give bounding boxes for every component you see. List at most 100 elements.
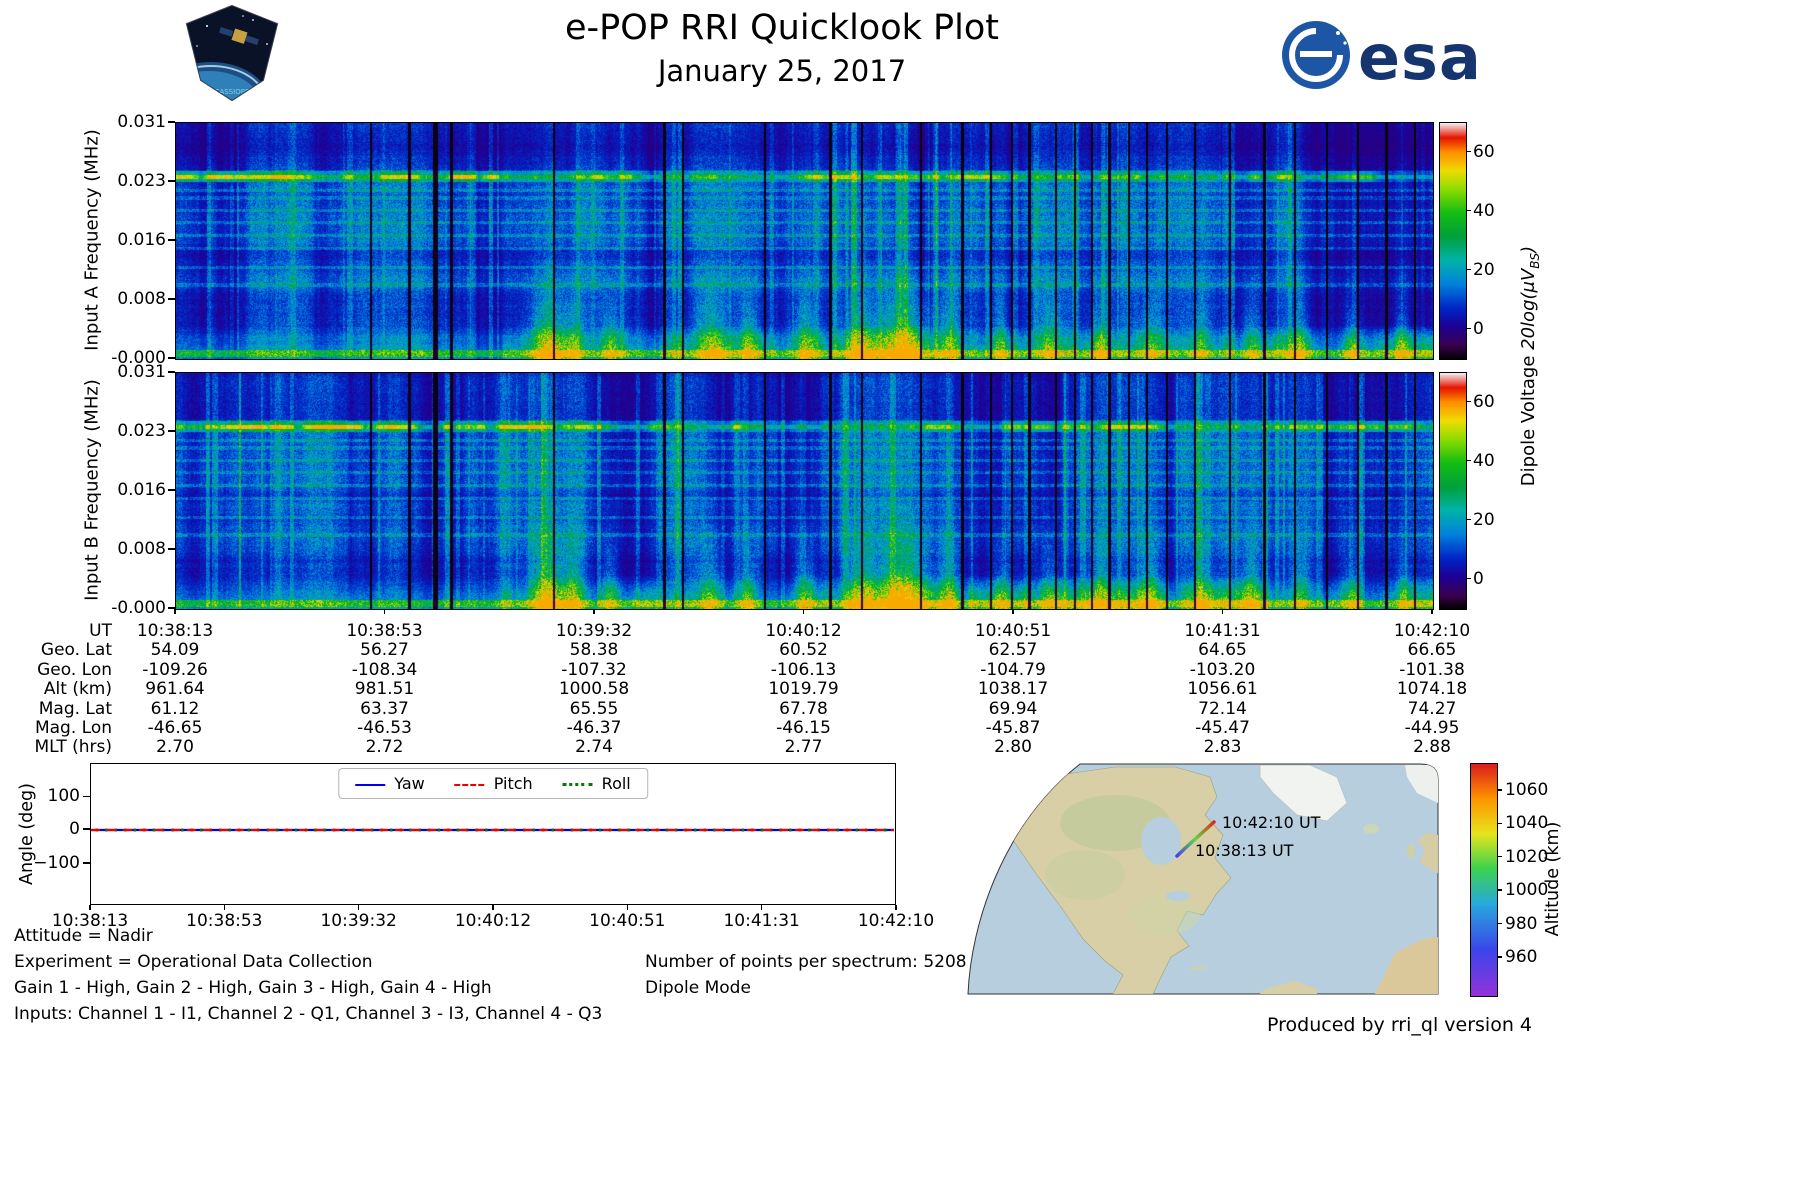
legend-line-sample: [355, 783, 386, 786]
patch-text: CASSIOPE: [215, 88, 250, 96]
freq-ytick-label: -0.000: [111, 348, 166, 368]
tick-mark: [168, 489, 175, 491]
page-title: e-POP RRI Quicklook Plot: [564, 8, 999, 48]
iceland: [1363, 824, 1379, 834]
ephemeris-value: 63.37: [360, 698, 409, 719]
ephemeris-value: 2.70: [156, 737, 194, 758]
legend-item-roll: Roll: [562, 774, 631, 793]
altitude-cbar-tick-label: 1000: [1505, 880, 1549, 901]
dipole-cbar-tick-label: 0: [1473, 318, 1484, 339]
legend-item-yaw: Yaw: [355, 774, 425, 793]
ephemeris-value: -109.26: [142, 659, 208, 680]
ephemeris-value: 10:38:13: [136, 621, 214, 641]
legend-label: Yaw: [394, 774, 425, 793]
angle-lines-canvas: [91, 828, 897, 832]
tick-mark: [168, 357, 175, 359]
dipole-cbar-tick-label: 20: [1473, 259, 1495, 280]
ephemeris-value: 2.83: [1203, 737, 1242, 758]
great-lakes: [1166, 891, 1190, 901]
dipole-label-sub: BS: [1527, 252, 1542, 269]
ephemeris-value: 56.27: [360, 640, 409, 661]
tick-mark: [1431, 609, 1433, 614]
ephemeris-row-label: Geo. Lat: [40, 640, 112, 661]
dipole-label-math: 20log(μV: [1518, 268, 1540, 350]
dipole-mode-line: Dipole Mode: [645, 978, 751, 998]
tick-mark: [1466, 268, 1471, 271]
legend-line-sample: [562, 783, 593, 786]
tick-mark: [357, 905, 360, 910]
ephemeris-value: 1056.61: [1187, 679, 1258, 700]
ephemeris-row-label: MLT (hrs): [34, 737, 112, 758]
angle-ytick-label: −100: [33, 853, 80, 874]
british-isles: [1407, 844, 1415, 858]
satellite-icon: [219, 26, 259, 46]
ephemeris-value: -46.65: [147, 718, 203, 738]
ephemeris-value: 54.09: [150, 640, 200, 661]
ephemeris-value: 2.80: [994, 737, 1032, 758]
legend-label: Roll: [601, 774, 631, 793]
tick-mark: [492, 905, 494, 910]
dipole-cbar-tick-label: 40: [1473, 200, 1495, 221]
ephemeris-value: 58.38: [569, 640, 619, 661]
ephemeris-row-label: Geo. Lon: [37, 659, 112, 680]
ephemeris-value: 2.88: [1413, 737, 1451, 758]
africa-landmass: [1375, 937, 1438, 994]
ephemeris-row-label: Mag. Lat: [38, 698, 112, 719]
freq-ytick-label: 0.023: [117, 171, 166, 191]
ephemeris-value: 65.55: [569, 698, 619, 719]
dipole-cbar-tick-label: 0: [1473, 568, 1484, 589]
tick-mark: [1497, 789, 1502, 791]
ephemeris-value: 10:40:51: [974, 621, 1052, 641]
ground-track-map: 10:42:10 UT 10:38:13 UT: [967, 763, 1439, 995]
ephemeris-value: 10:38:53: [346, 621, 423, 641]
page-subtitle: January 25, 2017: [657, 54, 907, 88]
tick-mark: [83, 828, 90, 830]
dipole-cbar-tick-label: 60: [1473, 391, 1495, 412]
tick-mark: [1497, 855, 1502, 858]
altitude-cbar-tick-label: 1040: [1505, 813, 1549, 834]
tick-mark: [168, 548, 175, 550]
hudson-bay: [1141, 817, 1181, 865]
arctic-ice: [1405, 765, 1438, 803]
tick-mark: [174, 609, 176, 614]
ephemeris-value: 61.12: [150, 698, 200, 719]
angle-xtick-label: 10:40:51: [589, 911, 666, 931]
gain-line: Gain 1 - High, Gain 2 - High, Gain 3 - H…: [14, 978, 492, 998]
dipole-cbar-tick-label: 60: [1473, 141, 1495, 162]
freq-ytick-label: 0.031: [117, 362, 166, 382]
ephemeris-value: 10:39:32: [555, 621, 633, 641]
tick-mark: [223, 905, 226, 910]
ephemeris-value: 60.52: [779, 640, 828, 661]
ephemeris-row-label: Mag. Lon: [34, 718, 112, 738]
ephemeris-value: 1000.58: [558, 679, 630, 700]
tick-mark: [168, 121, 175, 123]
altitude-colorbar: [1470, 763, 1498, 997]
ephemeris-value: 67.78: [779, 698, 828, 719]
legend-item-pitch: Pitch: [454, 774, 533, 793]
tick-mark: [1466, 400, 1471, 403]
land-tint: [1130, 895, 1200, 935]
altitude-cbar-tick-label: 1060: [1505, 779, 1549, 800]
ephemeris-value: 10:40:12: [765, 621, 842, 641]
ephemeris-value: 1074.18: [1396, 679, 1468, 700]
tick-mark: [1497, 922, 1502, 925]
ephemeris-value: -106.13: [770, 659, 837, 680]
esa-logo: esa: [1282, 21, 1480, 94]
tick-mark: [1466, 327, 1471, 330]
freq-ytick-label: 0.031: [117, 112, 166, 132]
dipole-colorbar-b: [1439, 372, 1467, 610]
tick-mark: [83, 862, 90, 864]
tick-mark: [168, 430, 175, 432]
angle-xtick-label: 10:42:10: [857, 911, 935, 931]
map-end-time-label: 10:42:10 UT: [1222, 813, 1321, 832]
dipole-label-post: ): [1518, 245, 1540, 253]
ephemeris-value: 1019.79: [768, 679, 839, 700]
angle-legend: Yaw Pitch Roll: [338, 768, 648, 799]
spectrogram-input-b: [175, 372, 1434, 610]
angle-xtick-label: 10:40:12: [454, 911, 532, 931]
tick-mark: [1012, 609, 1014, 614]
cassiope-mission-patch-logo: CASSIOPE: [185, 4, 279, 102]
altitude-cbar-tick-label: 960: [1505, 946, 1538, 967]
tick-mark: [83, 795, 90, 798]
